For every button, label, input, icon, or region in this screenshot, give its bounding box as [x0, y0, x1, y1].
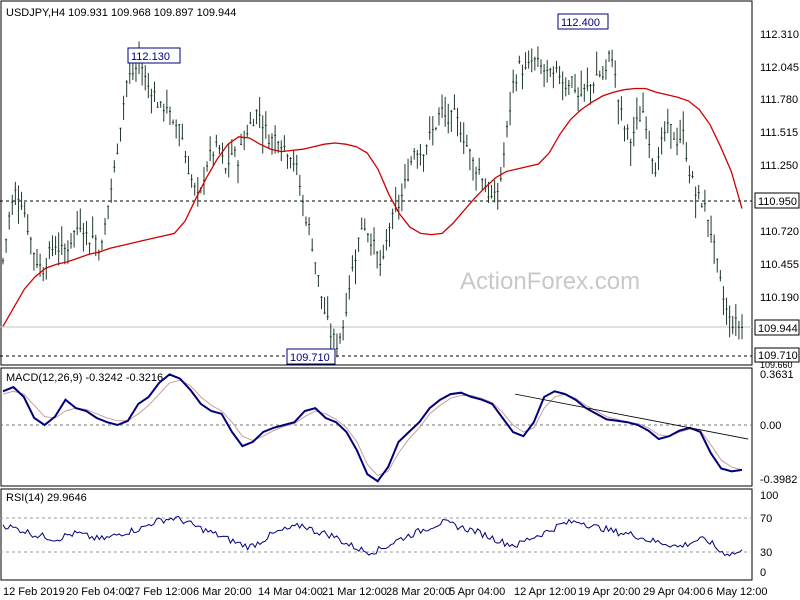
- rsi-tick: 0: [760, 567, 766, 579]
- time-tick: 6 Mar 20:00: [193, 586, 252, 598]
- watermark: ActionForex.com: [460, 268, 640, 295]
- price-tick: 112.310: [760, 29, 799, 41]
- price-tick: 110.720: [760, 226, 799, 238]
- price-tick: 112.045: [760, 62, 799, 74]
- annotation-high-112400: 112.400: [557, 13, 609, 30]
- time-tick: 29 Apr 04:00: [643, 586, 705, 598]
- price-axis: 112.310 112.045 111.780 111.515 111.250 …: [754, 29, 800, 370]
- time-axis: 12 Feb 2019 20 Feb 04:00 27 Feb 12:00 6 …: [3, 586, 768, 598]
- annotation-low-109710: 109.710: [286, 348, 336, 365]
- macd-tick: 0.3631: [760, 369, 794, 381]
- price-candles: [2, 41, 743, 358]
- annotation-label: 109.710: [290, 352, 330, 364]
- price-panel: USDJPY,H4 109.931 109.968 109.897 109.94…: [0, 0, 753, 366]
- time-tick: 14 Mar 04:00: [258, 586, 323, 598]
- macd-axis: 0.3631 0.00 -0.3982: [760, 369, 797, 486]
- macd-trendline: [515, 393, 749, 440]
- time-tick: 6 May 12:00: [707, 586, 768, 598]
- time-tick: 21 Mar 12:00: [322, 586, 387, 598]
- rsi-panel: RSI(14) 29.9646: [0, 488, 753, 581]
- macd-main-line: [2, 373, 743, 483]
- price-header: USDJPY,H4 109.931 109.968 109.897 109.94…: [6, 7, 236, 19]
- price-tick: 109.660: [760, 360, 793, 370]
- price-tick: 111.780: [760, 94, 798, 106]
- rsi-line: [2, 515, 743, 557]
- price-tick-level: 110.950: [758, 196, 797, 208]
- annotation-label: 112.130: [131, 51, 170, 63]
- price-tick: 111.515: [760, 127, 798, 139]
- macd-tick: 0.00: [760, 420, 781, 432]
- moving-average-line: [2, 87, 743, 327]
- rsi-axis: 100 70 30 0: [760, 490, 778, 579]
- time-tick: 19 Apr 20:00: [578, 586, 640, 598]
- rsi-tick: 70: [760, 513, 772, 525]
- price-tick-level: 109.710: [758, 350, 798, 362]
- time-tick: 5 Apr 04:00: [449, 586, 505, 598]
- price-tick: 110.190: [760, 292, 799, 304]
- rsi-tick: 30: [760, 547, 772, 559]
- macd-panel: MACD(12,26,9) -0.3242 -0.3216: [0, 367, 753, 487]
- price-tick-current: 109.944: [758, 323, 798, 335]
- annotation-high-112130: 112.130: [127, 47, 181, 64]
- rsi-tick: 100: [760, 490, 778, 502]
- annotation-label: 112.400: [561, 17, 600, 29]
- time-tick: 28 Mar 20:00: [386, 586, 451, 598]
- time-tick: 12 Feb 2019: [3, 586, 65, 598]
- time-tick: 20 Feb 04:00: [66, 586, 131, 598]
- macd-header: MACD(12,26,9) -0.3242 -0.3216: [6, 372, 163, 384]
- rsi-header: RSI(14) 29.9646: [6, 492, 87, 504]
- macd-tick: -0.3982: [760, 474, 797, 486]
- time-tick: 12 Apr 12:00: [514, 586, 576, 598]
- price-tick: 111.250: [760, 160, 798, 172]
- price-tick: 110.455: [760, 259, 799, 271]
- time-tick: 27 Feb 12:00: [128, 586, 193, 598]
